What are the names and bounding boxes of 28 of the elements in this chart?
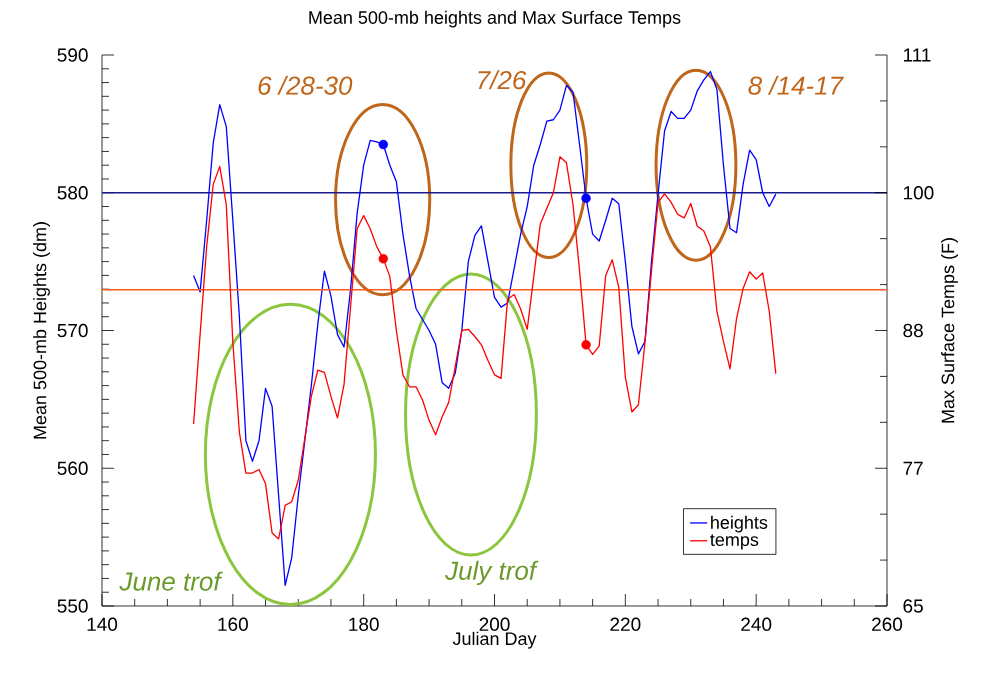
x-tick-label: 260 [872, 617, 903, 631]
y-tick-label: 560 [57, 461, 88, 475]
annotation: 7/26 [478, 70, 527, 90]
x-tick-label: 160 [218, 617, 248, 631]
y-tick-label: 590 [57, 48, 88, 62]
annotation: 8 /14-17 [748, 75, 844, 95]
y-axis-title: Mean 500-mb Heights (dm) [33, 222, 50, 439]
legend-label: heights [711, 515, 768, 533]
legend-label: temps [710, 534, 759, 550]
x-tick-label: 200 [479, 617, 510, 631]
y2-tick-label: 111 [903, 48, 931, 62]
chart-title: Mean 500-mb heights and Max Surface Temps [309, 10, 681, 28]
x-axis-title: Julian Day [452, 631, 537, 649]
y2-tick-label: 65 [903, 599, 923, 613]
y2-tick-label: 100 [903, 186, 934, 200]
y2-tick-label: 88 [903, 323, 923, 338]
y2-axis-title: Max Surface Temps (F) [941, 238, 958, 423]
y2-tick-label: 77 [903, 461, 923, 475]
annotation: June trof [119, 571, 223, 591]
x-tick-label: 180 [349, 617, 379, 631]
y-tick-label: 550 [57, 599, 88, 613]
annotation: 6 /28-30 [258, 75, 353, 95]
x-tick-label: 140 [87, 617, 118, 631]
annotation: July trof [445, 560, 539, 586]
x-tick-label: 220 [610, 617, 641, 631]
y-tick-label: 580 [57, 186, 88, 200]
y-tick-label: 570 [57, 323, 88, 338]
x-tick-label: 240 [741, 617, 772, 631]
